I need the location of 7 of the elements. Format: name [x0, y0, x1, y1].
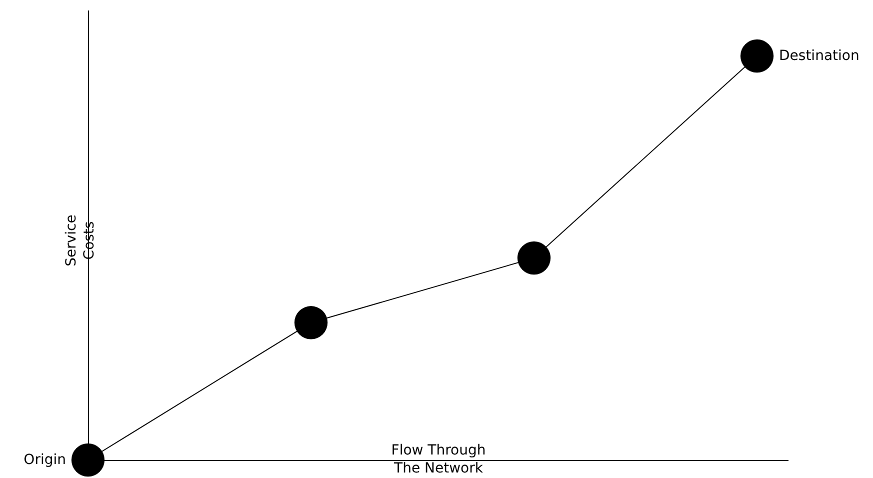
x-tick-label: Origin — [24, 452, 66, 468]
point — [740, 39, 774, 73]
point — [517, 241, 551, 275]
point — [71, 443, 105, 477]
x-axis-title: Flow Through The Network — [391, 442, 486, 476]
point — [294, 306, 328, 340]
x-tick-label: Destination — [779, 48, 860, 64]
